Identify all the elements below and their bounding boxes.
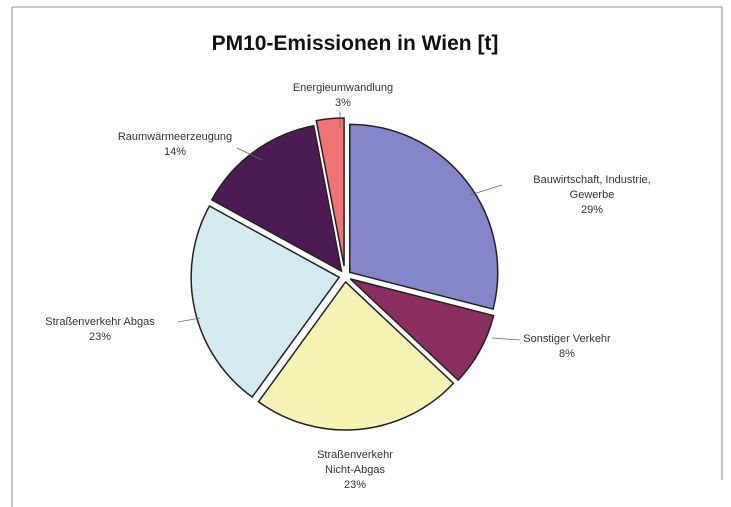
- leader-line: [177, 317, 201, 323]
- value-label: 23%: [343, 479, 367, 491]
- leader-line: [236, 147, 263, 161]
- value-label: 29%: [580, 204, 604, 216]
- slice-label: Sonstiger Verkehr 8%: [507, 332, 627, 362]
- pie-slice: [257, 280, 455, 431]
- slice-label: Raumwärmeerzeugung 14%: [95, 130, 255, 160]
- pie-slice: [315, 117, 345, 267]
- value-label: 8%: [559, 348, 575, 360]
- leader-line: [491, 337, 521, 341]
- pie-slice: [349, 278, 495, 382]
- value-label: 23%: [88, 331, 112, 343]
- value-label: 3%: [335, 97, 351, 109]
- value-label: 14%: [163, 146, 187, 158]
- category-label: Raumwärmeerzeugung: [117, 131, 233, 143]
- category-label: Bauwirtschaft, Industrie, Gewerbe: [533, 174, 651, 201]
- category-label: Energieumwandlung: [292, 82, 394, 94]
- pie-slice: [348, 123, 499, 311]
- slice-label: Energieumwandlung 3%: [283, 81, 403, 111]
- pie-slice: [190, 204, 341, 399]
- slice-label: Straßenverkehr Nicht-Abgas 23%: [310, 448, 400, 493]
- slice-label: Straßenverkehr Abgas 23%: [20, 315, 180, 345]
- pie-slice: [210, 124, 343, 273]
- pie: [190, 117, 499, 431]
- category-label: Straßenverkehr Abgas: [45, 316, 155, 328]
- leader-line: [469, 184, 503, 196]
- chart-title: PM10-Emissionen in Wien [t]: [211, 32, 499, 55]
- leaders: [177, 112, 521, 341]
- category-label: Straßenverkehr Nicht-Abgas: [317, 449, 393, 476]
- slice-label: Bauwirtschaft, Industrie, Gewerbe 29%: [512, 173, 672, 218]
- category-label: Sonstiger Verkehr: [523, 333, 611, 345]
